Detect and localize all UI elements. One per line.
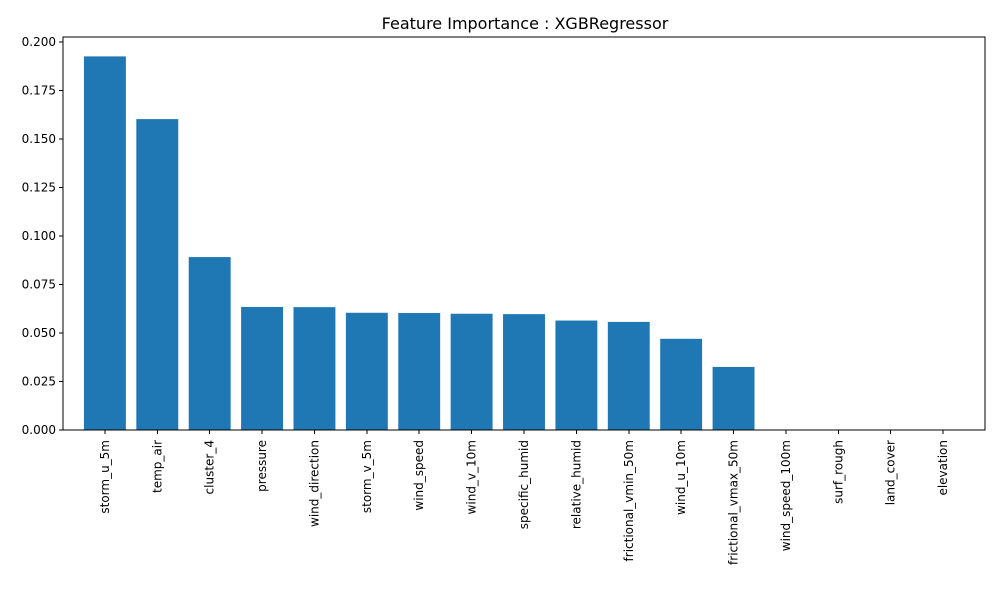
axes-spines xyxy=(62,36,986,431)
bars xyxy=(83,56,755,431)
y-tick-label: 0.100 xyxy=(22,229,56,243)
x-tick-label: cluster_4 xyxy=(203,440,217,494)
x-tick-label: relative_humid xyxy=(569,440,583,529)
x-axis: storm_u_5m temp_air cluster_4 pressure wind_… xyxy=(98,430,950,565)
y-tick-label: 0.050 xyxy=(22,326,56,340)
bar-temp_air xyxy=(136,119,179,431)
bar-cluster_4 xyxy=(188,257,231,430)
bar-frictional_vmin_50m xyxy=(607,321,650,430)
x-tick-label: wind_speed xyxy=(412,440,426,511)
y-tick-label: 0.075 xyxy=(22,277,56,291)
bar-storm_v_5m xyxy=(345,312,388,430)
y-tick-label: 0.000 xyxy=(22,423,56,437)
bar-storm_u_5m xyxy=(83,56,126,430)
x-tick-label: storm_u_5m xyxy=(98,440,112,514)
bar-wind_u_10m xyxy=(660,338,703,430)
bar-specific_humid xyxy=(503,314,545,430)
x-tick-label: land_cover xyxy=(884,440,898,505)
x-tick-label: temp_air xyxy=(150,440,164,493)
x-tick-label: surf_rough xyxy=(831,440,845,504)
y-tick-label: 0.175 xyxy=(22,83,56,97)
bar-wind_direction xyxy=(293,307,336,430)
bar-wind_speed xyxy=(398,312,441,430)
y-tick-label: 0.150 xyxy=(22,132,56,146)
y-axis: 0.000 0.025 0.050 0.075 0.100 0.125 0.150 0.175… xyxy=(22,35,63,437)
x-tick-label: specific_humid xyxy=(517,440,531,529)
bar-relative_humid xyxy=(555,320,598,430)
x-tick-label: wind_u_10m xyxy=(674,440,688,515)
x-tick-label: elevation xyxy=(936,440,950,496)
x-tick-label: wind_speed_100m xyxy=(779,440,793,551)
y-tick-label: 0.125 xyxy=(22,180,56,194)
chart-title: Feature Importance : XGBRegressor xyxy=(382,14,669,33)
bar-frictional_vmax_50m xyxy=(712,366,755,430)
x-tick-label: wind_direction xyxy=(307,440,321,527)
x-tick-label: frictional_vmin_50m xyxy=(622,440,636,561)
y-tick-label: 0.200 xyxy=(22,35,56,49)
plot-frame xyxy=(62,36,986,431)
x-tick-label: frictional_vmax_50m xyxy=(727,440,741,565)
x-tick-label: wind_v_10m xyxy=(465,440,479,514)
x-tick-label: pressure xyxy=(255,440,269,492)
x-tick-label: storm_v_5m xyxy=(360,440,374,513)
bar-wind_v_10m xyxy=(450,313,493,430)
y-tick-label: 0.025 xyxy=(22,374,56,388)
bar-pressure xyxy=(241,306,284,430)
